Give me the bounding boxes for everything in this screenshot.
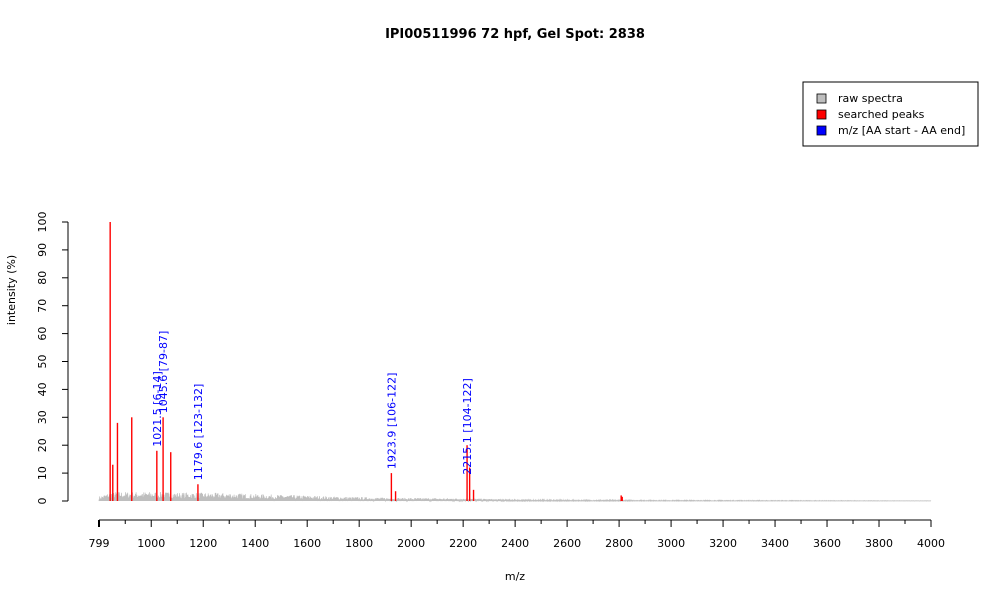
x-tick-label: 3600 [813,537,841,550]
peak-annotation: 1045.6 [79-87] [157,331,170,414]
y-tick-label: 60 [36,327,49,341]
y-tick-label: 80 [36,271,49,285]
x-axis-title: m/z [505,570,525,583]
x-tick-label: 1600 [293,537,321,550]
legend-swatch-raw-spectra [816,93,827,104]
y-tick-label: 0 [36,498,49,505]
x-axis: 799 1000 1200 1400 1600 1800 2000 2200 2400 2600 2… [89,519,945,550]
x-tick-label: 1400 [241,537,269,550]
legend-box [802,81,979,147]
y-tick-label: 40 [36,382,49,396]
peak-annotation: 2215.1 [104-122] [461,378,474,475]
x-tick-label: 2400 [501,537,529,550]
chart-title: IPI00511996 72 hpf, Gel Spot: 2838 [385,27,645,42]
legend-swatch-searched-peaks [816,109,827,120]
annotation-layer: 1021.5 [6-14]1045.6 [79-87] 1179.6 [123-1… [151,331,474,481]
y-axis-title: intensity (%) [5,255,18,325]
x-tick-label: 2800 [605,537,633,550]
raw-spectra-layer [98,491,932,503]
y-tick-label: 70 [36,299,49,313]
y-axis: 0 10 20 30 40 50 60 70 80 90 100 [36,212,69,505]
x-tick-label: 3200 [709,537,737,550]
legend-swatch-annotation [816,125,827,136]
x-tick-label: 4000 [917,537,945,550]
y-tick-label: 100 [36,212,49,233]
legend: raw spectra searched peaks m/z [AA start… [802,81,979,147]
x-tick-label: 799 [89,537,110,550]
legend-label-searched-peaks: searched peaks [838,108,925,121]
x-tick-label: 3000 [657,537,685,550]
x-tick-label: 1800 [345,537,373,550]
x-tick-label: 1000 [137,537,165,550]
y-tick-label: 10 [36,466,49,480]
x-tick-label: 2600 [553,537,581,550]
x-tick-label: 2200 [449,537,477,550]
legend-label-annotation: m/z [AA start - AA end] [838,124,965,137]
y-tick-label: 30 [36,410,49,424]
y-tick-label: 50 [36,355,49,369]
x-tick-label: 3800 [865,537,893,550]
peak-annotation: 1021.5 [6-14] [151,371,164,447]
y-tick-label: 20 [36,438,49,452]
legend-label-raw-spectra: raw spectra [838,92,903,105]
y-tick-label: 90 [36,243,49,257]
x-tick-label: 2000 [397,537,425,550]
peak-annotation: 1179.6 [123-132] [192,384,205,481]
peak-annotation: 1923.9 [106-122] [385,373,398,470]
raw-spectra-trace [98,491,932,503]
searched-peaks-layer [109,222,623,501]
x-tick-label: 1200 [189,537,217,550]
x-tick-label: 3400 [761,537,789,550]
